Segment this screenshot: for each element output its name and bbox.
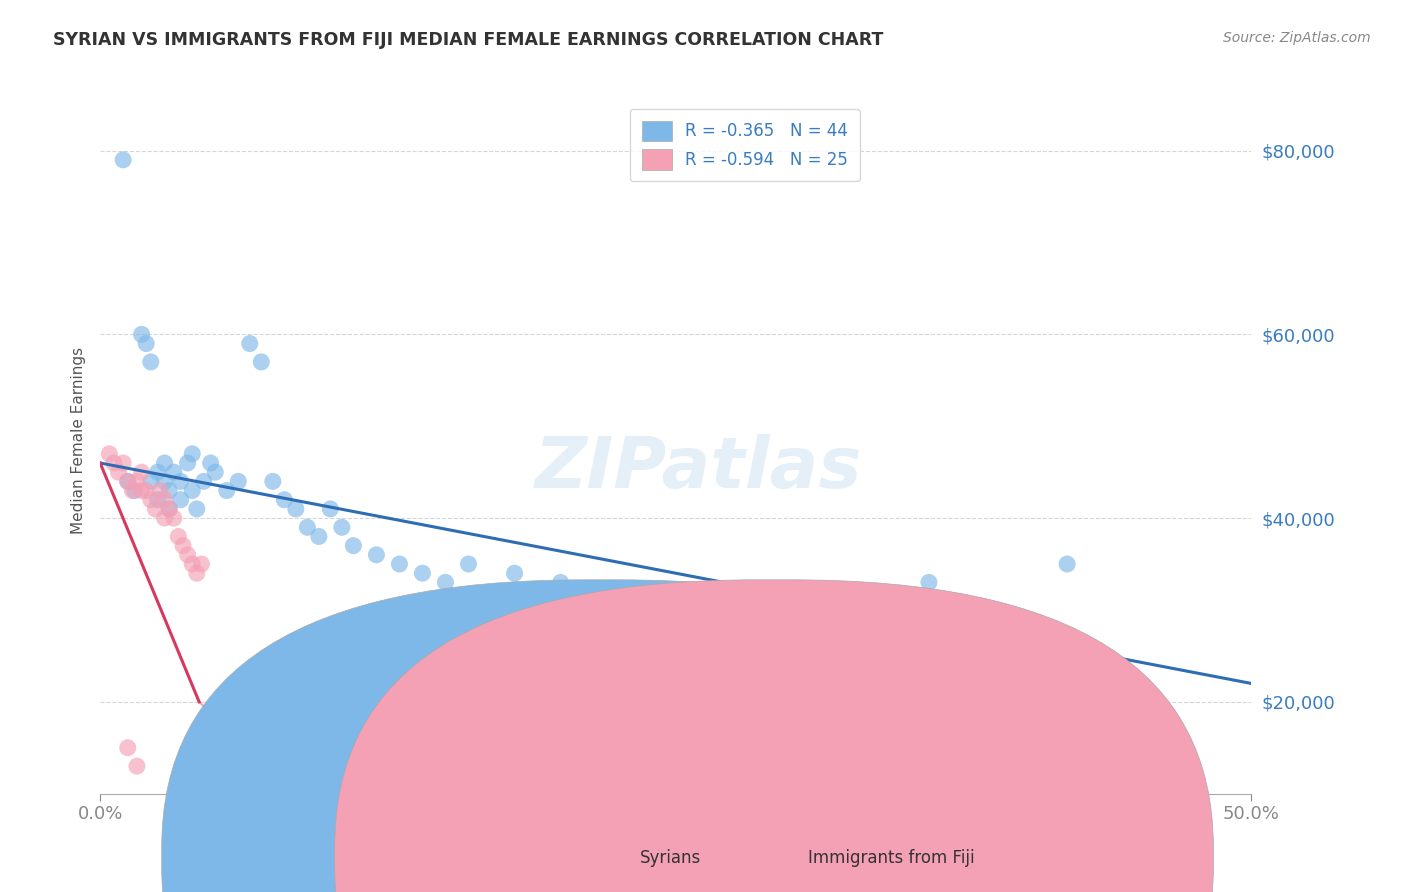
Point xyxy=(149,483,172,498)
Text: Source: ZipAtlas.com: Source: ZipAtlas.com xyxy=(1223,31,1371,45)
Point xyxy=(146,492,169,507)
Point xyxy=(181,483,204,498)
Point xyxy=(226,475,249,489)
Text: Immigrants from Fiji: Immigrants from Fiji xyxy=(808,849,976,867)
Point xyxy=(388,557,411,571)
Point xyxy=(112,153,135,167)
Point xyxy=(176,548,198,562)
Text: ZIPatlas: ZIPatlas xyxy=(536,434,862,503)
Point xyxy=(124,483,146,498)
Point xyxy=(181,447,204,461)
Point xyxy=(170,492,193,507)
Point xyxy=(503,566,526,581)
Point xyxy=(153,511,176,525)
Point xyxy=(139,355,162,369)
Point xyxy=(157,483,180,498)
Point xyxy=(117,475,139,489)
Point xyxy=(297,520,319,534)
Point xyxy=(139,475,162,489)
Point xyxy=(125,475,148,489)
Point xyxy=(239,336,262,351)
Point xyxy=(153,475,176,489)
Point xyxy=(186,566,208,581)
Point xyxy=(457,557,479,571)
Legend: R = -0.365   N = 44, R = -0.594   N = 25: R = -0.365 N = 44, R = -0.594 N = 25 xyxy=(630,109,859,181)
Point xyxy=(284,502,307,516)
Point xyxy=(190,557,212,571)
Point xyxy=(117,740,139,755)
Point xyxy=(200,456,222,470)
Point xyxy=(193,475,215,489)
Point xyxy=(153,492,176,507)
Point xyxy=(135,336,157,351)
Point xyxy=(139,492,162,507)
Point xyxy=(98,447,121,461)
Point xyxy=(117,475,139,489)
Point xyxy=(250,355,273,369)
Point xyxy=(121,483,143,498)
Point xyxy=(330,520,353,534)
Point xyxy=(163,465,186,479)
Point xyxy=(131,483,153,498)
Point xyxy=(204,465,226,479)
Point xyxy=(172,539,194,553)
Point xyxy=(262,475,284,489)
Point xyxy=(181,557,204,571)
Point xyxy=(1056,557,1078,571)
Point xyxy=(157,502,180,516)
Point xyxy=(366,548,388,562)
Point xyxy=(131,327,153,342)
Point xyxy=(411,566,433,581)
Point xyxy=(107,465,129,479)
Point xyxy=(135,483,157,498)
Text: SYRIAN VS IMMIGRANTS FROM FIJI MEDIAN FEMALE EARNINGS CORRELATION CHART: SYRIAN VS IMMIGRANTS FROM FIJI MEDIAN FE… xyxy=(53,31,884,49)
Point xyxy=(918,575,941,590)
Point xyxy=(157,502,180,516)
Point xyxy=(145,502,167,516)
Point xyxy=(167,529,190,543)
Point xyxy=(153,456,176,470)
Point xyxy=(434,575,457,590)
Point xyxy=(103,456,125,470)
Point xyxy=(319,502,342,516)
Point xyxy=(308,529,330,543)
Point xyxy=(146,465,169,479)
Point xyxy=(176,456,198,470)
Point xyxy=(273,492,295,507)
Point xyxy=(112,456,135,470)
Point xyxy=(163,511,186,525)
Point xyxy=(342,539,364,553)
Point xyxy=(131,465,153,479)
Y-axis label: Median Female Earnings: Median Female Earnings xyxy=(72,346,86,533)
Point xyxy=(215,483,238,498)
Point xyxy=(186,502,208,516)
Text: Syrians: Syrians xyxy=(640,849,702,867)
Point xyxy=(170,475,193,489)
Point xyxy=(550,575,572,590)
Point xyxy=(125,759,148,773)
